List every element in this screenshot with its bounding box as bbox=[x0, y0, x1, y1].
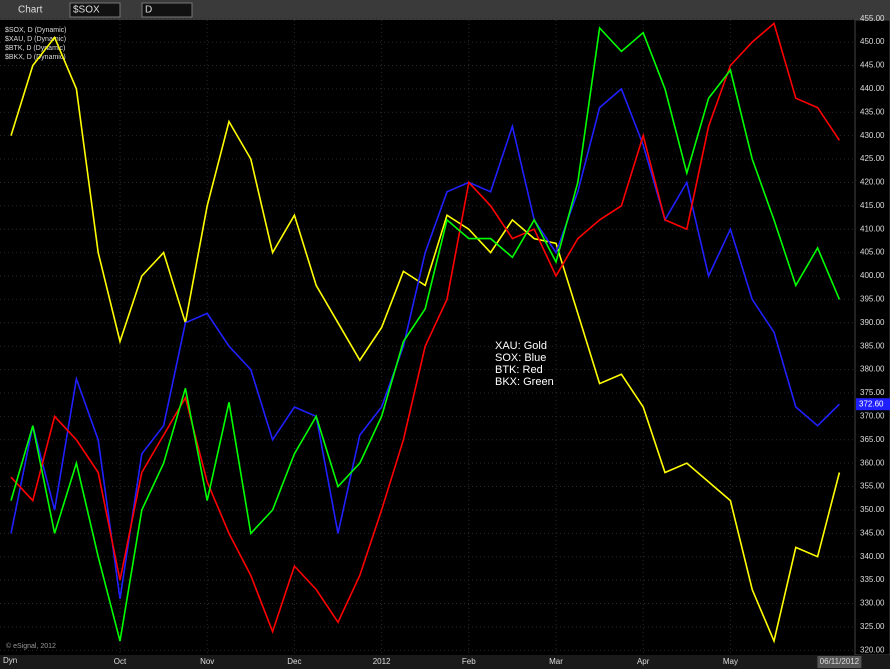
y-tick-label: 395.00 bbox=[860, 295, 885, 304]
study-label: $BTK, D (Dynamic) bbox=[5, 45, 65, 52]
x-tick-label: Dec bbox=[287, 657, 301, 666]
y-tick-label: 365.00 bbox=[860, 435, 885, 444]
x-tick-label: Feb bbox=[462, 657, 476, 666]
x-tick-label: Apr bbox=[637, 657, 650, 666]
y-tick-label: 405.00 bbox=[860, 248, 885, 257]
y-tick-label: 370.00 bbox=[860, 411, 885, 420]
symbol-box[interactable] bbox=[69, 2, 121, 18]
y-tick-label: 320.00 bbox=[860, 645, 885, 654]
interval: D bbox=[145, 5, 152, 16]
date-box bbox=[817, 656, 862, 668]
x-tick-label: Nov bbox=[200, 657, 214, 666]
y-tick-label: 375.00 bbox=[860, 388, 885, 397]
mode: Dyn bbox=[3, 656, 17, 665]
y-tick-label: 440.00 bbox=[860, 84, 885, 93]
series-line bbox=[10, 21, 841, 634]
study-label: $SOX, D (Dynamic) bbox=[5, 27, 66, 34]
y-axis-panel bbox=[854, 19, 890, 656]
series-line bbox=[10, 26, 841, 642]
window-title: Chart bbox=[18, 5, 43, 16]
y-tick-label: 330.00 bbox=[860, 599, 885, 608]
grid bbox=[0, 18, 855, 655]
x-tick-label: 06/11/2012 bbox=[820, 657, 860, 666]
y-tick-label: 355.00 bbox=[860, 482, 885, 491]
last-price-label: 372.60 bbox=[859, 399, 884, 408]
y-tick-label: 385.00 bbox=[860, 341, 885, 350]
y-tick-label: 445.00 bbox=[860, 61, 885, 70]
last-price-box bbox=[856, 398, 890, 411]
x-tick-label: Mar bbox=[549, 657, 563, 666]
x-tick-label: 2012 bbox=[373, 657, 391, 666]
study-label: $BKX, D (Dynamic) bbox=[5, 54, 66, 61]
y-tick-label: 455.00 bbox=[860, 14, 885, 23]
y-tick-label: 420.00 bbox=[860, 178, 885, 187]
y-tick-label: 340.00 bbox=[860, 552, 885, 561]
series-line bbox=[10, 35, 841, 644]
y-tick-label: 325.00 bbox=[860, 622, 885, 631]
interval-box[interactable] bbox=[141, 2, 193, 18]
y-tick-label: 380.00 bbox=[860, 365, 885, 374]
y-tick-label: 360.00 bbox=[860, 458, 885, 467]
y-tick-label: 345.00 bbox=[860, 528, 885, 537]
y-tick-label: 425.00 bbox=[860, 154, 885, 163]
symbol: $SOX bbox=[73, 5, 100, 16]
y-tick-label: 415.00 bbox=[860, 201, 885, 210]
series-line bbox=[10, 87, 840, 600]
study-label: $XAU, D (Dynamic) bbox=[5, 36, 66, 43]
y-tick-label: 400.00 bbox=[860, 271, 885, 280]
y-tick-label: 335.00 bbox=[860, 575, 885, 584]
annotation: SOX: Blue bbox=[495, 352, 546, 364]
y-tick-label: 390.00 bbox=[860, 318, 885, 327]
annotation: XAU: Gold bbox=[495, 340, 547, 352]
y-tick-label: 450.00 bbox=[860, 37, 885, 46]
annotation: BTK: Red bbox=[495, 364, 543, 376]
y-tick-label: 435.00 bbox=[860, 107, 885, 116]
annotation: BKX: Green bbox=[495, 376, 554, 388]
y-tick-label: 410.00 bbox=[860, 224, 885, 233]
y-tick-label: 430.00 bbox=[860, 131, 885, 140]
copyright: © eSignal, 2012 bbox=[6, 642, 56, 650]
y-tick-label: 350.00 bbox=[860, 505, 885, 514]
x-axis-panel bbox=[0, 655, 890, 669]
x-tick-label: Oct bbox=[114, 657, 127, 666]
toolbar bbox=[0, 0, 890, 20]
x-tick-label: May bbox=[723, 657, 738, 666]
